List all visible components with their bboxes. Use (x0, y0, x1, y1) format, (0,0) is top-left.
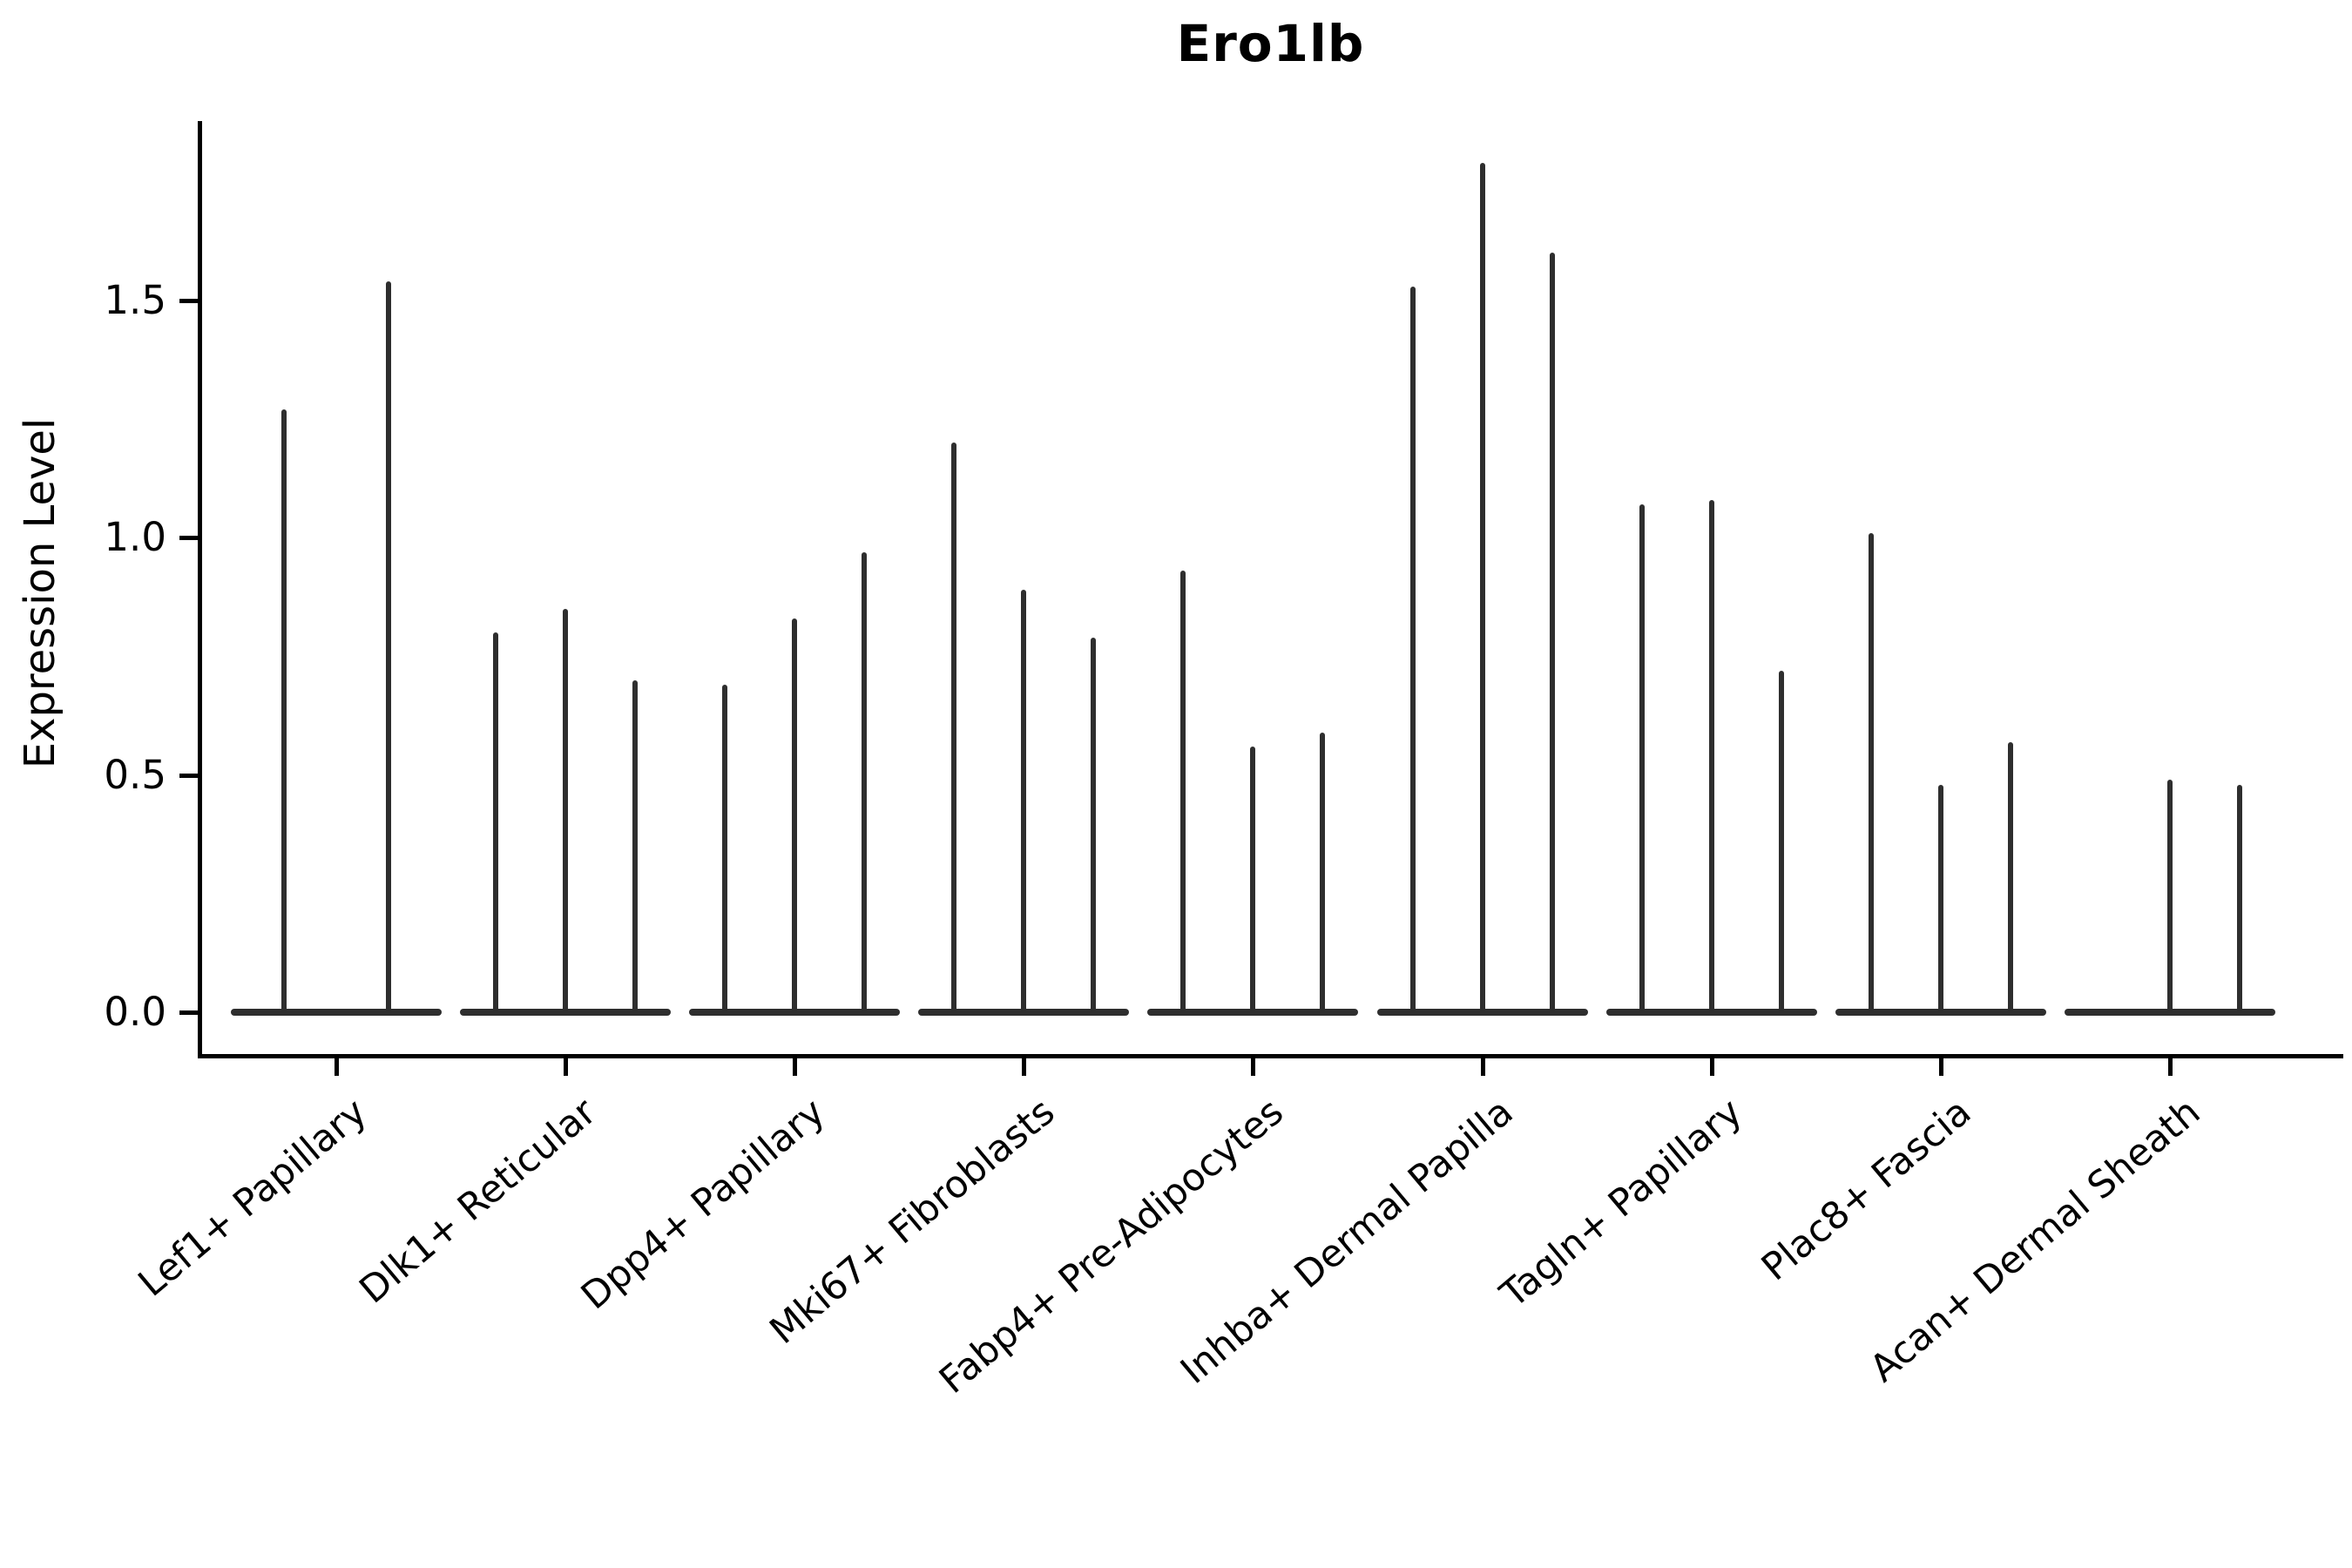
y-tick-label: 1.0 (104, 514, 166, 561)
violin-spike (1409, 286, 1416, 1016)
violin-spike (1250, 746, 1256, 1016)
y-tick (179, 536, 198, 541)
y-tick (179, 298, 198, 303)
violin-spike (1021, 590, 1027, 1016)
x-tick (335, 1058, 339, 1076)
violin-spike (862, 551, 868, 1016)
y-tick-label: 0.0 (104, 989, 166, 1035)
violin-spike (1639, 504, 1645, 1016)
violin-spike (1180, 571, 1186, 1016)
violin-spike (563, 609, 569, 1016)
violin-spike (281, 409, 287, 1016)
violin-spike (1549, 253, 1555, 1016)
violin-spike (1479, 162, 1485, 1016)
y-tick (179, 773, 198, 778)
x-tick-label: Plac8+ Fascia (1754, 1090, 1980, 1290)
y-tick (179, 1010, 198, 1015)
x-tick (793, 1058, 798, 1076)
violin-spike (792, 618, 798, 1016)
x-tick-label: Tagln+ Papillary (1492, 1090, 1751, 1317)
violin-spike (2236, 784, 2242, 1016)
violin-spike (1868, 532, 1874, 1016)
y-tick-label: 0.5 (104, 751, 166, 798)
violin-spike (493, 632, 499, 1016)
violin-spike (1708, 499, 1714, 1016)
violin-spike (1778, 670, 1784, 1016)
x-tick (1251, 1058, 1256, 1076)
violin-spike (722, 685, 728, 1016)
violin-spike (1937, 784, 1943, 1016)
violin-spike (1091, 637, 1097, 1016)
violin-spike (2007, 741, 2013, 1016)
x-tick (1480, 1058, 1485, 1076)
violin-spike (2166, 780, 2173, 1016)
x-tick-label: Lef1+ Papillary (130, 1090, 375, 1306)
violin-baseline (231, 1009, 442, 1016)
violin-spike (386, 281, 391, 1016)
violin-spike (1320, 732, 1326, 1016)
y-tick-label: 1.5 (104, 276, 166, 323)
violin-spike (632, 679, 639, 1016)
x-tick-label: Dlk1+ Reticular (351, 1090, 605, 1313)
chart-title: Ero1lb (1176, 14, 1365, 73)
x-tick (2167, 1058, 2173, 1076)
x-tick (564, 1058, 569, 1076)
y-axis-spine (198, 121, 202, 1054)
x-tick (1709, 1058, 1714, 1076)
violin-spike (951, 443, 957, 1016)
x-axis-spine (198, 1054, 2343, 1058)
x-tick (1938, 1058, 1943, 1076)
x-tick (1022, 1058, 1027, 1076)
x-tick-label: Dpp4+ Papillary (573, 1090, 835, 1319)
